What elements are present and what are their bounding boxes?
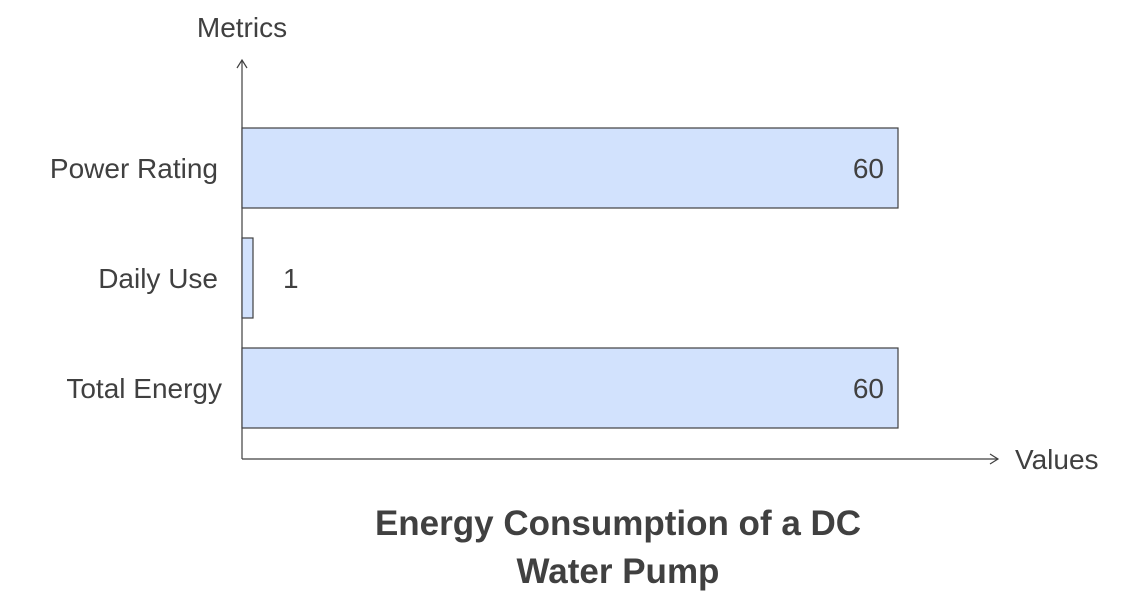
data-label: 1: [283, 263, 299, 294]
data-label: 60: [853, 373, 884, 404]
chart-title: Energy Consumption of a DC Water Pump: [268, 500, 968, 596]
category-label: Power Rating: [50, 153, 218, 184]
chart-title-line-1: Energy Consumption of a DC: [374, 504, 862, 543]
category-label: Daily Use: [98, 263, 218, 294]
category-label: Total Energy: [66, 373, 222, 404]
labels-group: Metrics Values Power Rating 60 Daily Use 1 Tot…: [50, 12, 1099, 475]
chart-title-line-2: Water Pump: [516, 552, 720, 591]
bar-total-energy: [241, 347, 899, 429]
data-label: 60: [853, 153, 884, 184]
x-axis-label: Values: [1015, 444, 1099, 475]
bars-group: [241, 127, 899, 429]
y-axis-arrow: [236, 58, 248, 69]
x-axis-arrow: [989, 453, 1000, 465]
bar-daily-use: [241, 237, 254, 319]
bar-power-rating: [241, 127, 899, 209]
y-axis-label: Metrics: [197, 12, 287, 43]
